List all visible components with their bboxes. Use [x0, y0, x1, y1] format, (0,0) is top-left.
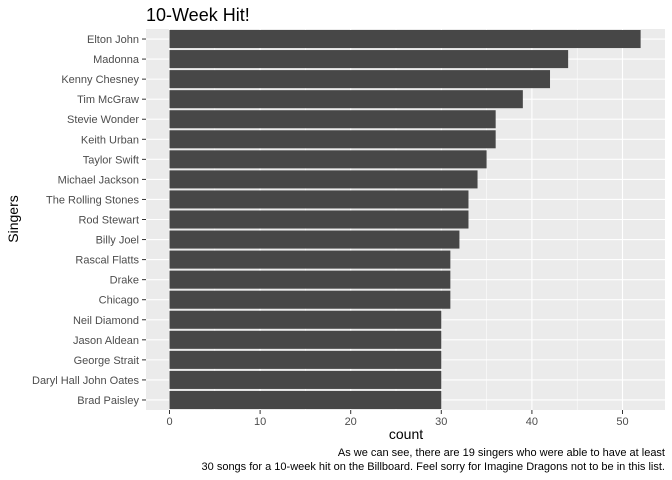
bar — [169, 330, 442, 349]
y-tick-label: Chicago — [99, 295, 139, 307]
y-tick-label: Tim McGraw — [77, 94, 139, 106]
y-tick-label: Jason Aldean — [73, 335, 139, 347]
x-axis-title: count — [389, 426, 423, 442]
y-tick-label: Daryl Hall John Oates — [32, 375, 139, 387]
y-tick-label: Brad Paisley — [77, 395, 139, 407]
x-axis-ticks: 0 10 20 30 40 50 — [166, 410, 629, 428]
y-axis-title: Singers — [5, 195, 21, 242]
y-tick-label: The Rolling Stones — [46, 194, 139, 206]
bar — [169, 190, 469, 209]
bar — [169, 390, 442, 409]
x-tick-label: 20 — [345, 416, 357, 428]
bar — [169, 90, 523, 109]
bar — [169, 110, 496, 129]
bars — [169, 30, 641, 409]
y-tick-label: George Strait — [74, 355, 139, 367]
caption-line-1: As we can see, there are 19 singers who … — [338, 447, 665, 459]
bar — [169, 150, 487, 169]
chart-title: 10-Week Hit! — [146, 5, 250, 25]
y-tick-label: Stevie Wonder — [67, 114, 139, 126]
y-tick-label: Keith Urban — [81, 134, 139, 146]
bar — [169, 30, 641, 49]
bar — [169, 210, 469, 229]
bar — [169, 70, 551, 89]
x-tick-label: 50 — [616, 416, 628, 428]
bar — [169, 310, 442, 329]
bar — [169, 230, 460, 249]
bar — [169, 290, 451, 309]
y-tick-label: Rod Stewart — [78, 215, 139, 227]
bar — [169, 170, 478, 189]
y-tick-label: Neil Diamond — [73, 315, 139, 327]
y-tick-label: Taylor Swift — [83, 154, 139, 166]
x-tick-label: 10 — [254, 416, 266, 428]
x-tick-label: 30 — [435, 416, 447, 428]
caption-line-2: 30 songs for a 10-week hit on the Billbo… — [202, 461, 665, 473]
bar — [169, 350, 442, 369]
bar — [169, 250, 451, 269]
bar — [169, 130, 496, 149]
y-tick-label: Kenny Chesney — [61, 74, 139, 86]
bar — [169, 50, 569, 69]
y-tick-label: Madonna — [93, 54, 140, 66]
y-tick-label: Elton John — [87, 34, 139, 46]
y-axis-ticks: Elton John Madonna Kenny Chesney Tim McGraw… — [32, 34, 146, 407]
bar — [169, 270, 451, 289]
x-tick-label: 0 — [166, 416, 172, 428]
y-tick-label: Michael Jackson — [58, 174, 139, 186]
y-tick-label: Billy Joel — [96, 235, 139, 247]
y-tick-label: Rascal Flatts — [75, 255, 139, 267]
y-tick-label: Drake — [110, 275, 139, 287]
bar — [169, 370, 442, 389]
x-tick-label: 40 — [526, 416, 538, 428]
